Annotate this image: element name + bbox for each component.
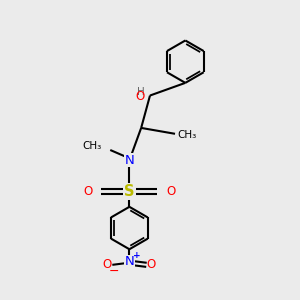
Text: O: O bbox=[147, 258, 156, 271]
Text: O: O bbox=[136, 91, 145, 103]
Text: N: N bbox=[124, 154, 134, 167]
Text: O: O bbox=[103, 258, 112, 271]
Text: S: S bbox=[124, 184, 135, 199]
Text: N: N bbox=[124, 255, 134, 268]
Text: H: H bbox=[137, 87, 145, 97]
Text: CH₃: CH₃ bbox=[177, 130, 196, 140]
Text: O: O bbox=[83, 185, 93, 198]
Text: +: + bbox=[133, 250, 141, 260]
Text: O: O bbox=[166, 185, 176, 198]
Text: CH₃: CH₃ bbox=[82, 141, 101, 151]
Text: −: − bbox=[109, 265, 119, 278]
